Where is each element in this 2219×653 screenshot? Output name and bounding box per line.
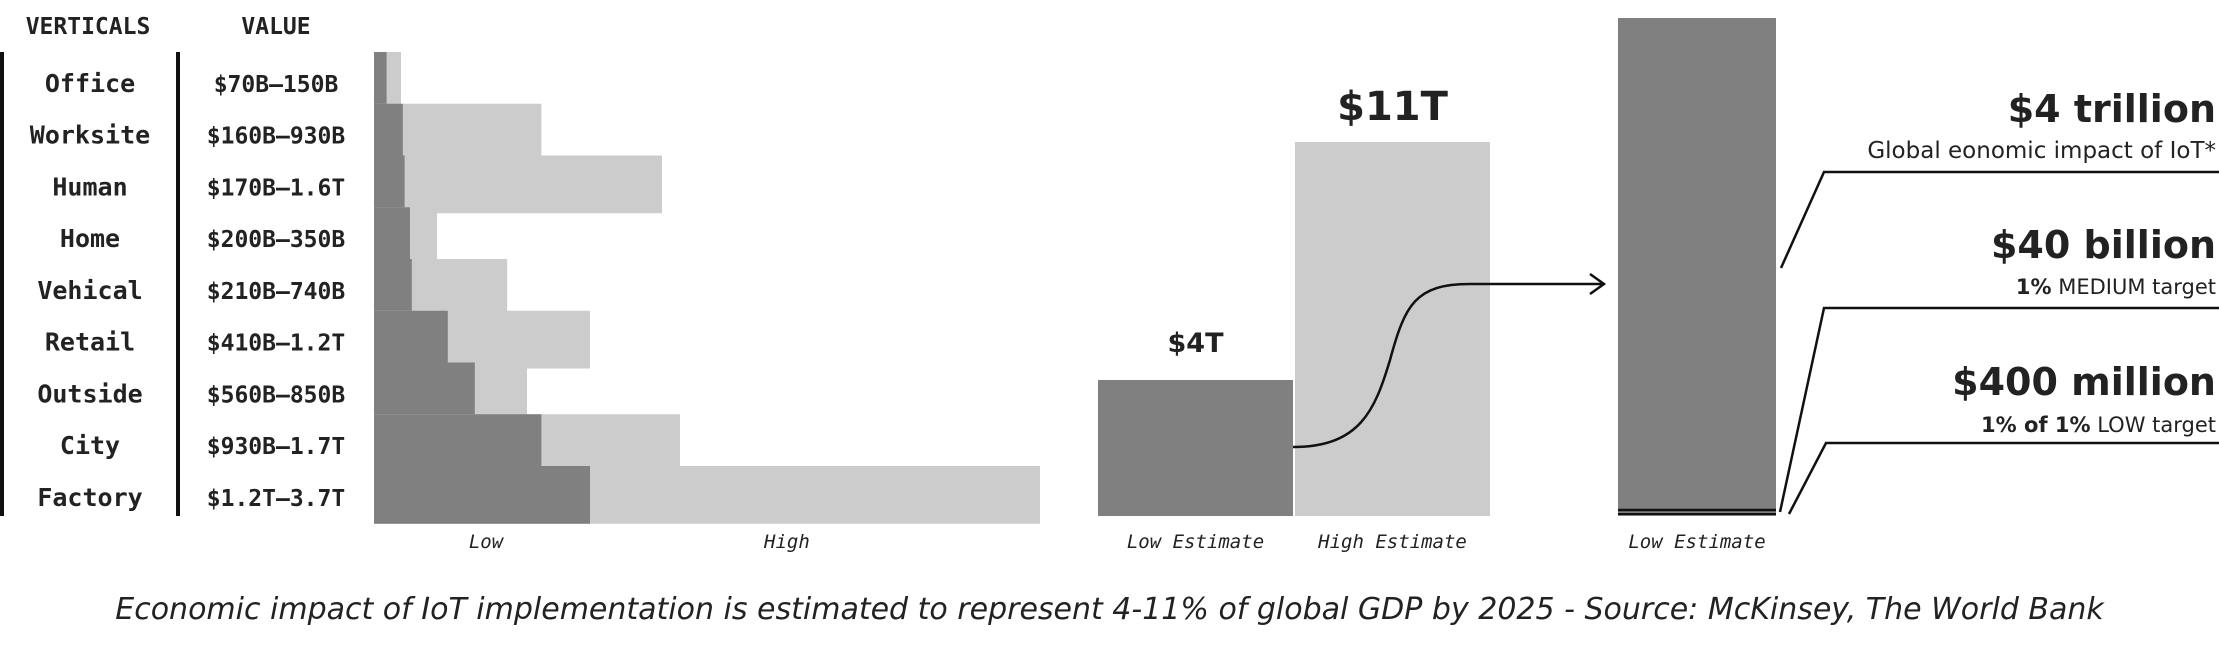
annotation-subtitle: 1% MEDIUM target [2016,275,2216,299]
annotation-subtitle-part: 1% of 1% [1981,413,2091,437]
vertical-label: Factory [37,483,142,512]
estimate-bar [1098,380,1293,516]
value-label: $200B–350B [207,227,346,253]
vertical-label: Human [52,172,127,201]
estimate-bar [1295,142,1490,516]
vertical-label: Worksite [30,121,150,150]
annotation-subtitle: Global eonomic impact of IoT* [1867,138,2216,164]
target-category-label: Low Estimate [1628,531,1765,553]
vertical-label: Outside [37,379,142,408]
vertical-label: Office [45,69,135,98]
bar-low [374,259,412,317]
annotation-subtitle-part: LOW target [2091,413,2216,437]
vertical-label: Retail [45,328,135,357]
x-label-high: High [763,531,810,553]
estimate-value-label: $4T [1168,328,1225,359]
value-label: $160B–930B [207,124,346,150]
bar-high [374,155,662,214]
annotation-leader-line [1779,170,2219,269]
annotation-subtitle-part: MEDIUM target [2052,275,2216,299]
connector-curve [1292,282,1603,449]
bar-low [374,207,410,265]
value-label: $170B–1.6T [207,175,345,201]
bar-low [374,362,475,421]
value-label: $70B–150B [214,72,339,98]
header-verticals: VERTICALS [26,14,151,40]
value-label: $930B–1.7T [207,434,345,460]
x-label-low: Low [469,531,505,553]
vertical-label: Vehical [37,276,142,305]
bar-low [374,466,590,524]
value-label: $410B–1.2T [207,331,345,357]
annotation-leader-line [1778,306,2219,513]
estimate-value-label: $11T [1337,84,1448,130]
header-value: VALUE [241,14,310,40]
annotation-value: $40 billion [1991,223,2216,267]
connector-arrowhead [1589,272,1607,296]
verticals-table: VERTICALS VALUE Office $70B–150B Worksite $16… [0,14,346,516]
value-label: $560B–850B [207,382,346,408]
value-label: $1.2T–3.7T [207,486,345,512]
annotation-leader-line [1787,441,2219,515]
stacked-target-chart: Low Estimate $4 trillion Global eonomic im… [1618,18,2219,553]
estimate-category-label: Low Estimate [1127,531,1264,553]
annotation-subtitle-part: Global eonomic impact of IoT* [1867,138,2216,164]
estimate-category-label: High Estimate [1317,531,1467,553]
chart-caption: Economic impact of IoT implementation is… [115,592,2104,627]
value-label: $210B–740B [207,279,346,305]
annotation-subtitle: 1% of 1% LOW target [1981,413,2216,437]
vertical-label: City [60,431,120,460]
annotation-value: $4 trillion [2008,87,2216,131]
bar-low [374,52,387,110]
bar-low [374,155,405,214]
annotation-subtitle-part: 1% [2016,275,2052,299]
bar-low [374,310,448,369]
range-bars: Low High [374,52,1040,553]
annotation-value: $400 million [1952,360,2216,404]
vertical-label: Home [60,224,120,253]
bar-low [374,414,542,472]
target-bar [1618,18,1776,516]
estimate-chart: $4T Low Estimate $11T High Estimate [1098,84,1607,553]
bar-low [374,103,403,162]
